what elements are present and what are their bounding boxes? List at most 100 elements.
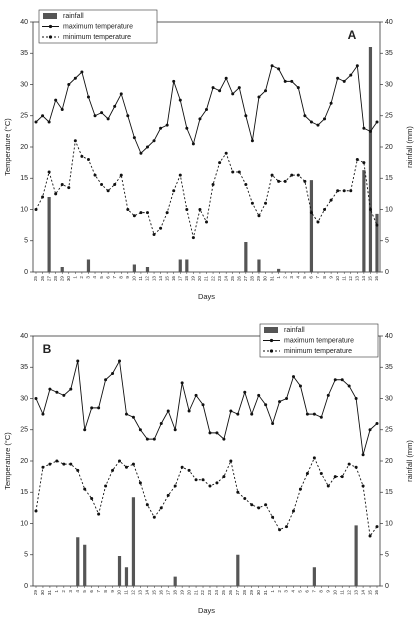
x-tick-label: 16 <box>158 590 163 596</box>
y2-tick-label: 20 <box>385 144 393 151</box>
marker <box>178 98 182 102</box>
y-tick-label: 25 <box>20 113 28 120</box>
x-tick-label: 6 <box>305 590 310 593</box>
x-tick-label: 26 <box>228 590 233 596</box>
marker <box>145 145 149 149</box>
marker <box>375 525 379 529</box>
bar <box>185 259 189 272</box>
x-tick-label: 30 <box>263 276 268 282</box>
marker <box>326 484 330 488</box>
marker <box>41 465 45 469</box>
marker <box>62 393 66 397</box>
marker <box>106 117 110 121</box>
marker <box>211 86 215 90</box>
marker <box>106 189 110 193</box>
marker <box>126 114 130 118</box>
marker <box>145 437 149 441</box>
x-tick-label: 11 <box>138 276 143 281</box>
marker <box>354 397 358 400</box>
marker <box>257 506 261 510</box>
x-tick-label: 25 <box>33 276 38 282</box>
marker <box>244 183 248 186</box>
marker <box>55 459 59 463</box>
marker <box>41 412 45 416</box>
marker <box>298 487 302 491</box>
x-tick-label: 22 <box>200 590 205 596</box>
y2-tick-label: 40 <box>385 333 393 340</box>
marker <box>362 126 366 130</box>
marker <box>264 503 268 507</box>
x-tick-label: 26 <box>237 276 242 282</box>
marker <box>285 525 289 529</box>
marker <box>243 497 247 500</box>
x-tick-label: 28 <box>250 276 255 282</box>
marker <box>342 189 346 193</box>
marker <box>198 208 202 211</box>
y-axis-label: Temperature (°C) <box>3 118 12 176</box>
bar <box>47 197 51 272</box>
y2-tick-label: 5 <box>385 552 389 559</box>
marker <box>231 92 235 96</box>
bar <box>368 47 373 272</box>
x-tick-label: 15 <box>164 276 169 282</box>
x-tick-label: 15 <box>152 590 157 596</box>
marker <box>250 412 254 416</box>
marker <box>277 67 281 71</box>
y-tick-label: 0 <box>24 583 28 590</box>
x-tick-label: 12 <box>131 590 136 596</box>
x-tick-label: 11 <box>339 590 344 595</box>
marker <box>303 114 307 118</box>
y2-tick-label: 30 <box>385 395 393 402</box>
x-tick-label: 13 <box>353 590 358 596</box>
x-tick-label: 8 <box>103 590 108 593</box>
bar <box>277 268 281 272</box>
marker <box>277 179 281 183</box>
marker <box>119 173 123 177</box>
marker <box>323 208 327 211</box>
marker <box>132 136 136 140</box>
marker <box>270 173 274 177</box>
marker <box>138 428 142 432</box>
x-tick-label: 13 <box>151 276 156 282</box>
marker <box>159 226 163 230</box>
y-tick-label: 10 <box>20 206 28 213</box>
marker <box>178 173 182 177</box>
x-tick-label: 27 <box>46 276 51 282</box>
x-tick-label: 30 <box>256 590 261 596</box>
x-tick-label: 28 <box>53 276 58 282</box>
marker <box>218 161 222 165</box>
marker <box>34 397 38 400</box>
marker <box>312 456 316 460</box>
marker <box>55 390 59 394</box>
marker <box>323 117 327 121</box>
marker <box>298 384 302 388</box>
marker <box>340 475 344 479</box>
marker <box>231 170 235 174</box>
y2-tick-label: 5 <box>385 238 389 245</box>
marker <box>368 534 372 538</box>
marker <box>132 214 136 218</box>
bar <box>86 259 91 272</box>
marker <box>340 378 344 382</box>
x-tick-label: 21 <box>193 590 198 596</box>
marker <box>194 478 198 482</box>
marker <box>329 101 333 105</box>
x-tick-label: 19 <box>191 276 196 282</box>
marker <box>152 515 156 519</box>
x-tick-label: 24 <box>223 276 228 282</box>
y-tick-label: 10 <box>20 520 28 527</box>
y-tick-label: 20 <box>20 458 28 465</box>
marker <box>48 462 52 466</box>
marker <box>139 151 143 155</box>
y-tick-label: 5 <box>24 552 28 559</box>
marker <box>278 528 282 532</box>
marker <box>145 211 149 215</box>
marker <box>100 183 104 186</box>
x-tick-label: 10 <box>132 276 137 282</box>
legend-label: minimum temperature <box>284 348 352 355</box>
marker <box>361 453 365 457</box>
marker <box>54 192 58 196</box>
marker <box>198 117 202 121</box>
